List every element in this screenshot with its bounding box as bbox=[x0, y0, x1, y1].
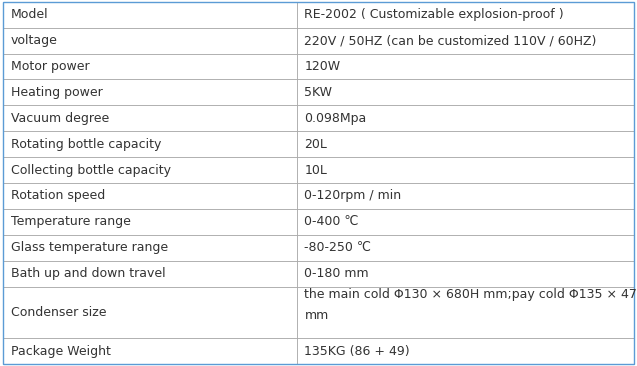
Text: 220V / 50HZ (can be customized 110V / 60HZ): 220V / 50HZ (can be customized 110V / 60… bbox=[304, 34, 597, 47]
Text: 0-120rpm / min: 0-120rpm / min bbox=[304, 190, 401, 202]
Bar bbox=[297, 338, 634, 364]
Bar bbox=[297, 157, 634, 183]
Text: -80-250 ℃: -80-250 ℃ bbox=[304, 241, 371, 254]
Text: Heating power: Heating power bbox=[11, 86, 103, 99]
Text: 135KG (86 + 49): 135KG (86 + 49) bbox=[304, 345, 410, 358]
Bar bbox=[297, 183, 634, 209]
Text: Motor power: Motor power bbox=[11, 60, 89, 73]
Bar bbox=[297, 53, 634, 79]
Text: Bath up and down travel: Bath up and down travel bbox=[11, 267, 166, 280]
Text: Vacuum degree: Vacuum degree bbox=[11, 112, 109, 125]
Bar bbox=[297, 2, 634, 28]
Text: 5KW: 5KW bbox=[304, 86, 333, 99]
Text: 0.098Mpa: 0.098Mpa bbox=[304, 112, 367, 125]
Bar bbox=[3, 338, 297, 364]
Bar bbox=[3, 261, 297, 287]
Text: voltage: voltage bbox=[11, 34, 58, 47]
Bar bbox=[297, 209, 634, 235]
Bar bbox=[297, 105, 634, 131]
Text: Condenser size: Condenser size bbox=[11, 306, 106, 319]
Text: Rotating bottle capacity: Rotating bottle capacity bbox=[11, 138, 161, 151]
Text: Temperature range: Temperature range bbox=[11, 215, 131, 228]
Bar bbox=[3, 53, 297, 79]
Bar bbox=[3, 105, 297, 131]
Bar bbox=[3, 79, 297, 105]
Bar bbox=[3, 2, 297, 28]
Text: Rotation speed: Rotation speed bbox=[11, 190, 105, 202]
Text: Package Weight: Package Weight bbox=[11, 345, 111, 358]
Bar bbox=[3, 183, 297, 209]
Bar bbox=[3, 235, 297, 261]
Bar bbox=[3, 131, 297, 157]
Text: 10L: 10L bbox=[304, 164, 327, 176]
Bar bbox=[297, 131, 634, 157]
Bar bbox=[297, 261, 634, 287]
Text: 20L: 20L bbox=[304, 138, 327, 151]
Bar bbox=[3, 287, 297, 338]
Text: Model: Model bbox=[11, 8, 48, 21]
Bar bbox=[3, 157, 297, 183]
Bar bbox=[297, 28, 634, 53]
Bar bbox=[297, 79, 634, 105]
Bar bbox=[3, 209, 297, 235]
Text: RE-2002 ( Customizable explosion-proof ): RE-2002 ( Customizable explosion-proof ) bbox=[304, 8, 564, 21]
Bar bbox=[3, 28, 297, 53]
Text: 120W: 120W bbox=[304, 60, 341, 73]
Bar bbox=[297, 287, 634, 338]
Text: 0-400 ℃: 0-400 ℃ bbox=[304, 215, 359, 228]
Text: Glass temperature range: Glass temperature range bbox=[11, 241, 168, 254]
Text: the main cold Φ130 × 680H mm;pay cold Φ135 × 470H
mm: the main cold Φ130 × 680H mm;pay cold Φ1… bbox=[304, 288, 637, 322]
Text: Collecting bottle capacity: Collecting bottle capacity bbox=[11, 164, 171, 176]
Bar bbox=[297, 235, 634, 261]
Text: 0-180 mm: 0-180 mm bbox=[304, 267, 369, 280]
